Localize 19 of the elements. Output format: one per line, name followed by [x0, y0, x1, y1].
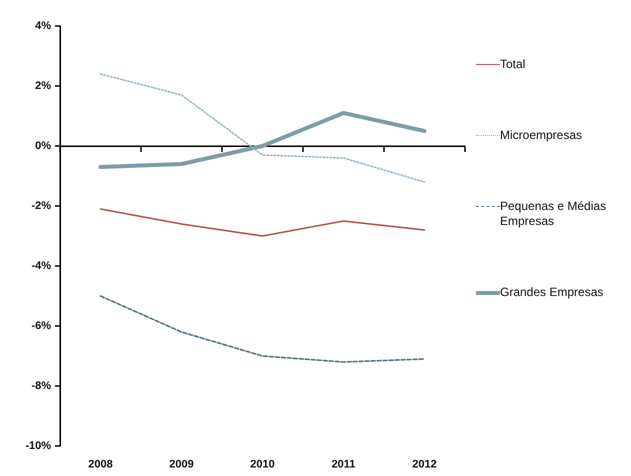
x-tick-label: 2010 [250, 458, 275, 471]
x-tick-label: 2011 [332, 458, 356, 471]
y-tick-label: 4% [35, 20, 52, 32]
y-tick-label: -4% [31, 260, 52, 272]
legend-label: Total [500, 57, 526, 72]
legend-label: Microempresas [500, 128, 584, 143]
y-tick-label: -8% [31, 380, 52, 392]
y-tick-label: 0% [35, 140, 52, 152]
line-series [100, 295, 426, 363]
y-tick-label: -2% [31, 200, 52, 212]
y-tick-label: 2% [35, 80, 52, 92]
line-series [100, 73, 426, 183]
x-tick-label: 2009 [169, 458, 194, 471]
x-tick-label: 2012 [412, 458, 437, 471]
legend-label: Grandes Empresas [500, 285, 604, 300]
legend-label: Pequenas e Médias Empresas [500, 199, 608, 229]
x-tick-label: 2008 [88, 458, 113, 471]
y-tick-label: -10% [25, 440, 52, 452]
y-tick-label: -6% [31, 320, 52, 332]
